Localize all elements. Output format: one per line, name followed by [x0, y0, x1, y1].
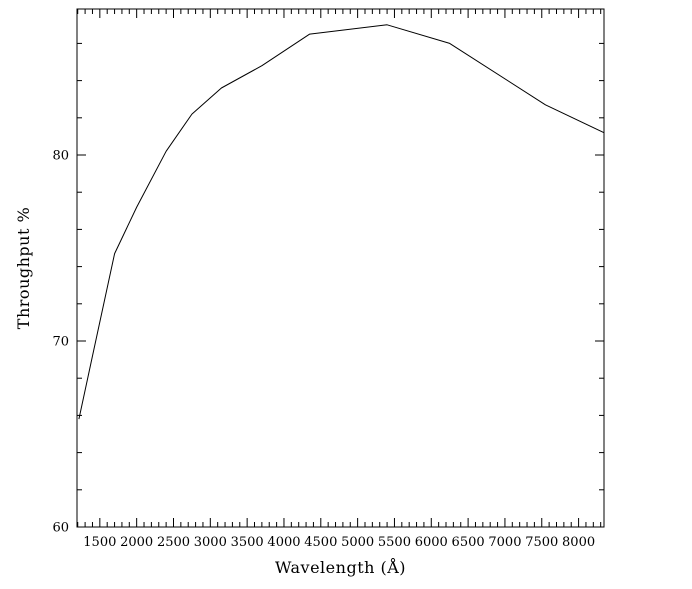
y-tick-label: 70 [52, 335, 69, 350]
x-tick-label: 5000 [341, 535, 374, 550]
y-tick-label: 60 [52, 521, 69, 536]
x-tick-label: 2500 [157, 535, 190, 550]
x-tick-label: 5500 [378, 535, 411, 550]
x-tick-label: 8000 [562, 535, 595, 550]
x-tick-label: 3500 [231, 535, 264, 550]
x-tick-label: 1500 [83, 535, 116, 550]
plot-frame [76, 8, 605, 528]
y-axis-title: Throughput % [14, 207, 33, 329]
x-tick-label: 7500 [525, 535, 558, 550]
x-tick-label: 4500 [304, 535, 337, 550]
x-tick-label: 6500 [452, 535, 485, 550]
x-tick-label: 6000 [415, 535, 448, 550]
x-axis-title: Wavelength (Å) [275, 557, 406, 577]
throughput-curve [78, 24, 605, 420]
x-axis-tick-labels: 1500 2000 2500 3000 3500 4000 4500 5000 5500 6000… [83, 535, 595, 550]
axis-ticks [77, 9, 604, 528]
x-tick-label: 3000 [194, 535, 227, 550]
x-tick-label: 7000 [488, 535, 521, 550]
x-tick-label: 4000 [267, 535, 300, 550]
y-tick-label: 80 [52, 149, 69, 164]
x-tick-label: 2000 [120, 535, 153, 550]
y-axis-tick-labels: 60 70 80 [52, 149, 69, 536]
